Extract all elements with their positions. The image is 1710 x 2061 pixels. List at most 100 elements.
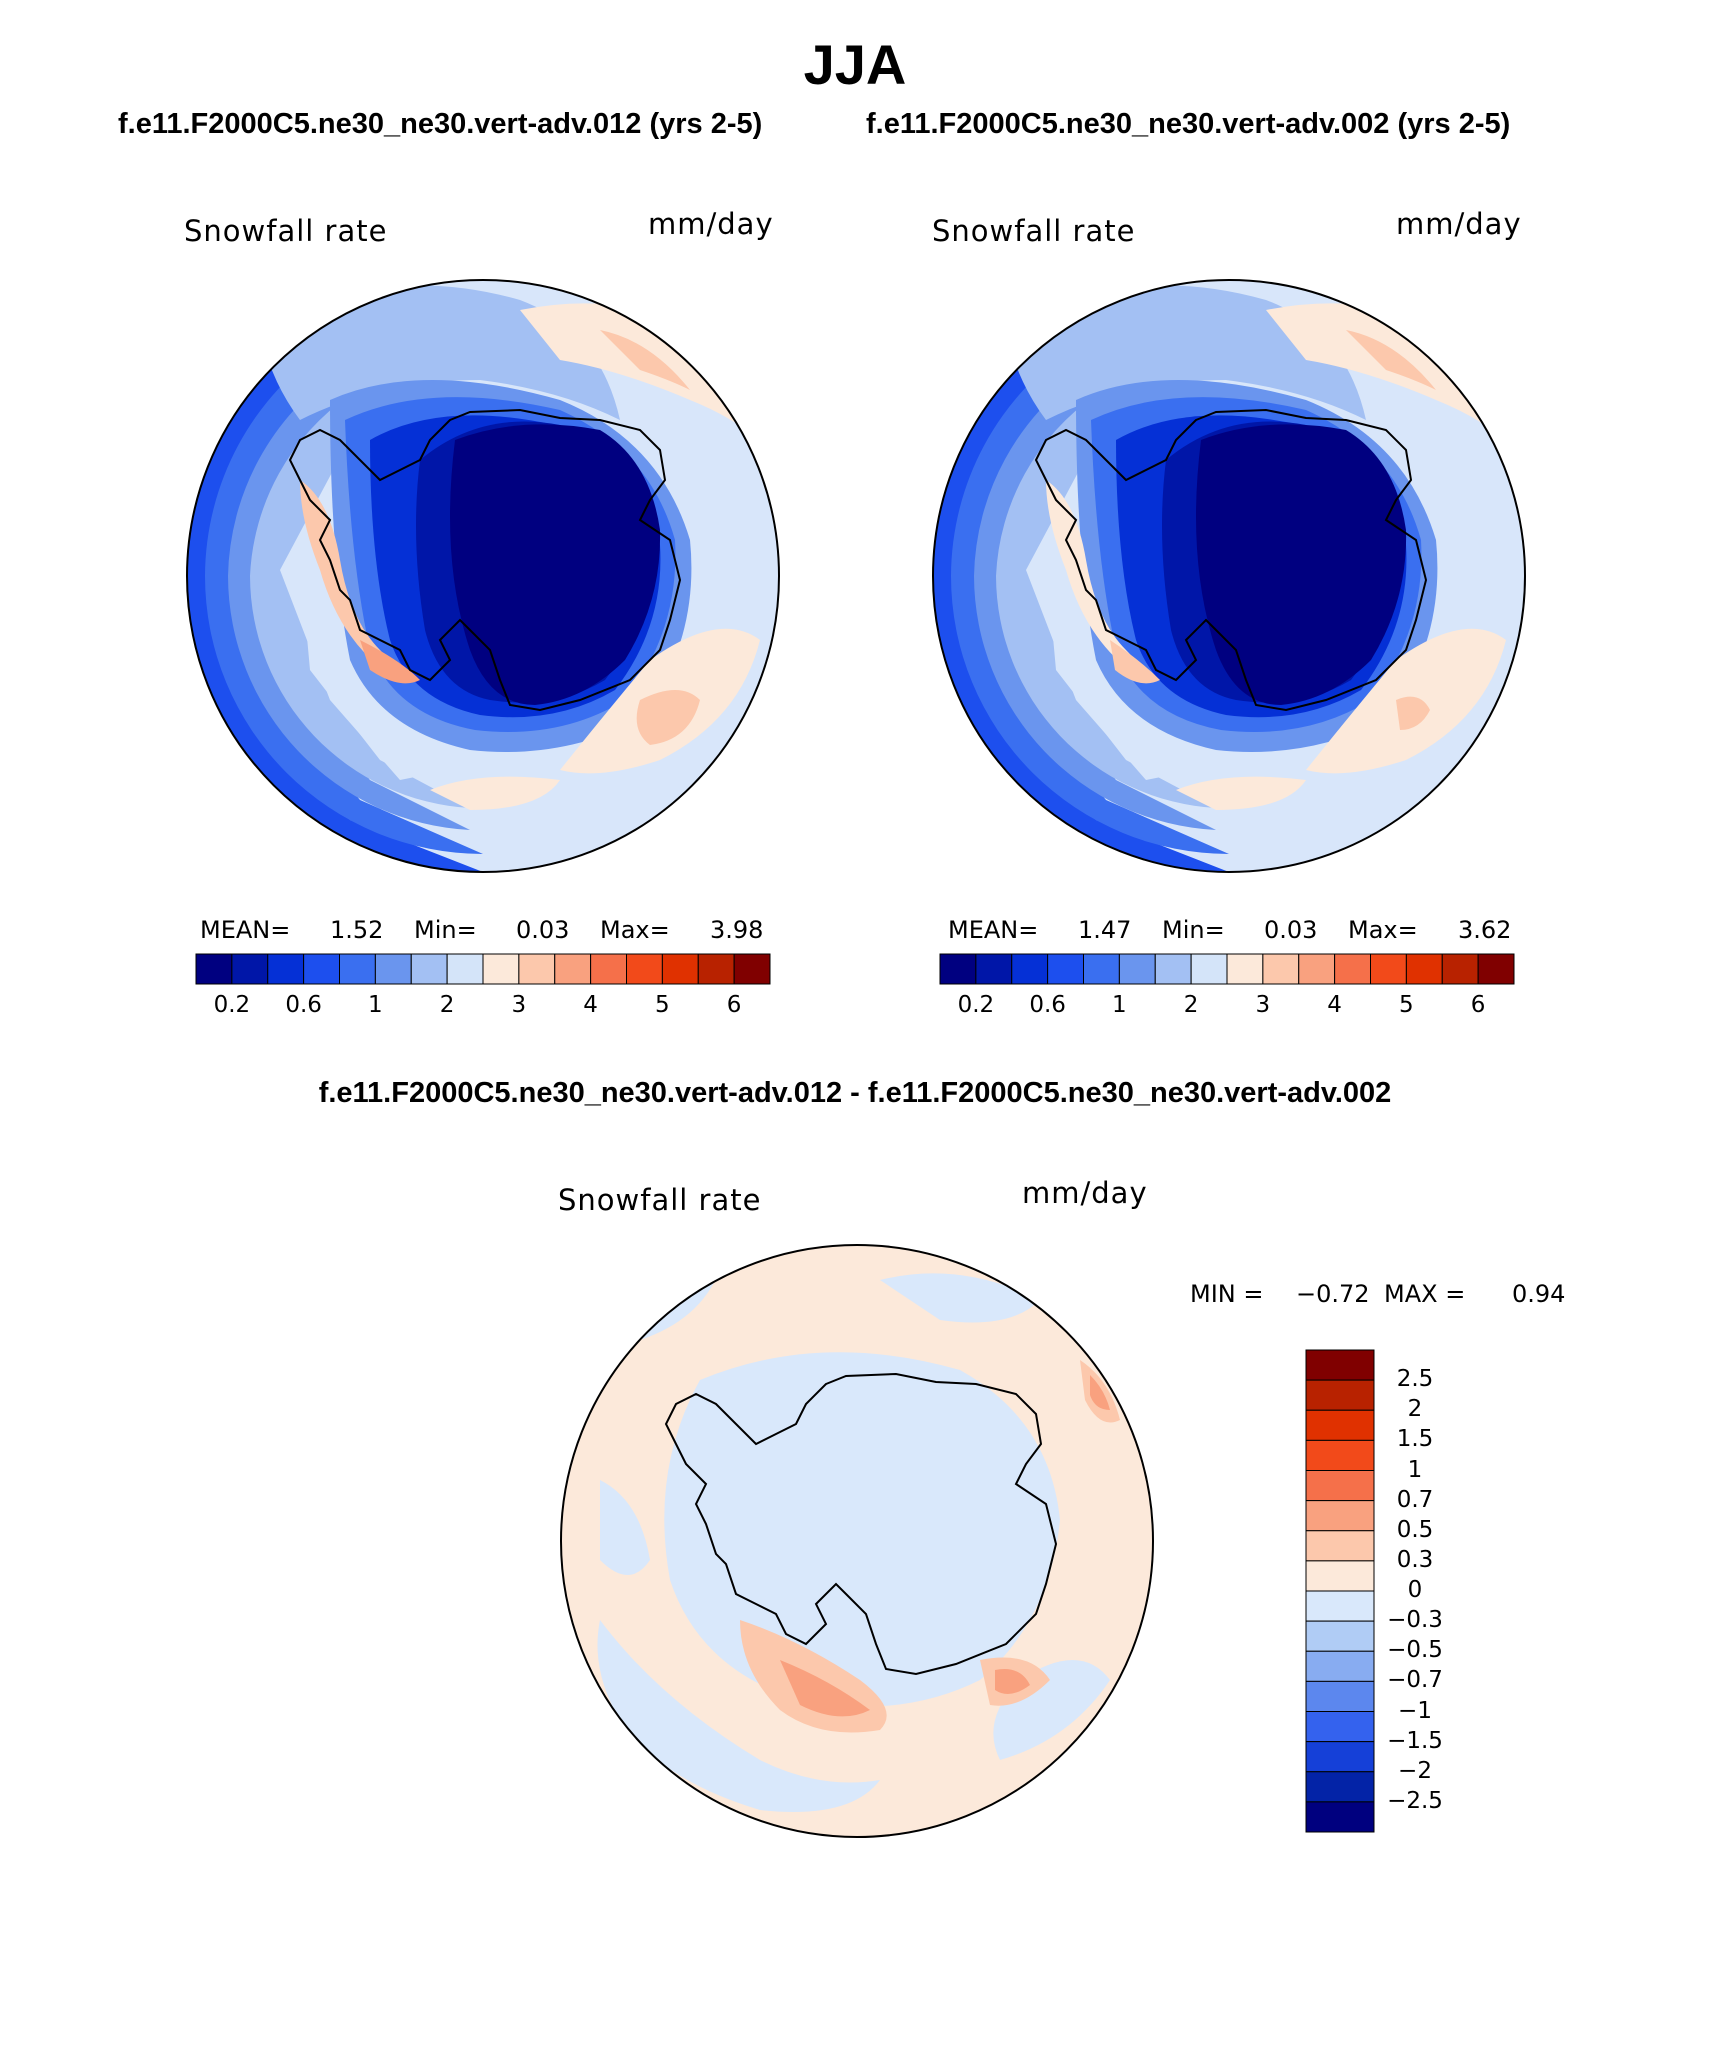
variable-label-left: Snowfall rate [184, 214, 388, 248]
max-label-left: Max= [600, 916, 670, 944]
units-label-left: mm/day [648, 207, 774, 241]
colorbar-right-tick-label: 4 [1327, 992, 1342, 1018]
colorbar-left-swatch [446, 953, 484, 985]
mean-label-left: MEAN= [200, 916, 291, 944]
colorbar-diff-swatch [1305, 1439, 1375, 1471]
diff-max-value: 0.94 [1512, 1280, 1566, 1308]
colorbar-left-swatch [339, 953, 376, 985]
colorbar-left-swatch [303, 953, 340, 985]
colorbar-diff-swatch [1305, 1801, 1375, 1833]
colorbar-diff-swatch [1305, 1530, 1375, 1562]
snowfall-map-right [932, 279, 1526, 873]
colorbar-right-tick-label: 2 [1183, 992, 1199, 1018]
colorbar-right-swatch [1118, 953, 1156, 985]
case-title-left: f.e11.F2000C5.ne30_ne30.vert-adv.012 (yr… [118, 108, 763, 140]
colorbar-diff-swatch [1305, 1771, 1375, 1803]
colorbar-right-tick-label: 1 [1112, 992, 1127, 1018]
max-label-right: Max= [1348, 916, 1418, 944]
colorbar-right-swatch [1011, 953, 1049, 985]
colorbar-left [195, 953, 771, 985]
colorbar-left-tick-label: 4 [583, 992, 598, 1018]
colorbar-diff-swatch [1305, 1379, 1375, 1411]
colorbar-right-swatch [975, 953, 1013, 985]
colorbar-right-swatch [1298, 953, 1336, 985]
colorbar-right-swatch [1047, 953, 1084, 985]
colorbar-right-tick-label: 0.2 [957, 992, 995, 1018]
min-value-left: 0.03 [516, 916, 570, 944]
colorbar-diff-swatch [1305, 1500, 1375, 1532]
colorbar-left-swatch [590, 953, 627, 985]
colorbar-diff-tick-label: 0 [1407, 1577, 1423, 1603]
colorbar-left-swatch [374, 953, 412, 985]
mean-label-right: MEAN= [948, 916, 1039, 944]
colorbar-right [939, 953, 1515, 985]
colorbar-left-tick-label: 3 [511, 992, 527, 1018]
units-label-right: mm/day [1396, 207, 1522, 241]
colorbar-right-tick-label: 0.6 [1029, 992, 1066, 1018]
min-label-right: Min= [1162, 916, 1225, 944]
colorbar-right-swatch [1441, 953, 1479, 985]
colorbar-diff-tick-label: 0.7 [1396, 1486, 1434, 1513]
colorbar-right-tick-label: 3 [1255, 992, 1271, 1018]
colorbar-left-swatch [554, 953, 592, 985]
min-value-right: 0.03 [1264, 916, 1318, 944]
colorbar-right-swatch [1405, 953, 1443, 985]
colorbar-diff-tick-label: −0.5 [1387, 1637, 1443, 1664]
colorbar-left-swatch [231, 953, 269, 985]
colorbar-right-swatch [1226, 953, 1264, 985]
variable-label-right: Snowfall rate [932, 214, 1136, 248]
colorbar-right-swatch [939, 953, 977, 985]
colorbar-left-swatch [482, 953, 520, 985]
difference-title: f.e11.F2000C5.ne30_ne30.vert-adv.012 - f… [318, 1077, 1392, 1109]
colorbar-diff-swatch [1305, 1620, 1375, 1652]
max-value-right: 3.62 [1458, 916, 1512, 944]
colorbar-left-swatch [195, 953, 233, 985]
colorbar-right-swatch [1477, 953, 1515, 985]
colorbar-diff-swatch [1305, 1711, 1375, 1743]
colorbar-diff-tick-label: −2 [1398, 1757, 1432, 1784]
colorbar-left-swatch [697, 953, 735, 985]
colorbar-diff-swatch [1305, 1680, 1375, 1712]
colorbar-right-swatch [1083, 953, 1120, 985]
colorbar-diff-tick-label: −1 [1398, 1697, 1432, 1724]
max-value-left: 3.98 [710, 916, 764, 944]
colorbar-diff-tick-label: −2.5 [1387, 1787, 1443, 1814]
colorbar-right-tick-label: 6 [1470, 992, 1486, 1018]
colorbar-diff-tick-label: 2 [1407, 1396, 1423, 1423]
units-label-diff: mm/day [1022, 1176, 1148, 1210]
colorbar-right-swatch [1262, 953, 1300, 985]
colorbar-left-tick-label: 2 [439, 992, 455, 1018]
colorbar-diff-swatch [1305, 1560, 1375, 1592]
colorbar-diff [1305, 1349, 1375, 1833]
case-title-right: f.e11.F2000C5.ne30_ne30.vert-adv.002 (yr… [866, 108, 1511, 140]
colorbar-left-swatch [518, 953, 556, 985]
colorbar-diff-tick-label: −0.3 [1387, 1607, 1443, 1634]
variable-label-diff: Snowfall rate [558, 1183, 762, 1217]
colorbar-left-tick-label: 5 [655, 992, 670, 1018]
colorbar-diff-swatch [1305, 1409, 1375, 1441]
colorbar-diff-swatch [1305, 1741, 1375, 1773]
colorbar-diff-swatch [1305, 1349, 1375, 1381]
colorbar-diff-tick-label: 1.5 [1396, 1426, 1434, 1453]
colorbar-left-tick-label: 0.6 [285, 992, 322, 1018]
colorbar-left-swatch [410, 953, 448, 985]
min-label-left: Min= [414, 916, 477, 944]
snowfall-map-left [186, 279, 780, 873]
colorbar-diff-tick-label: 1 [1407, 1456, 1423, 1483]
colorbar-right-swatch [1190, 953, 1228, 985]
colorbar-right-swatch [1154, 953, 1192, 985]
colorbar-diff-swatch [1305, 1650, 1375, 1682]
colorbar-diff-swatch [1305, 1590, 1375, 1622]
colorbar-right-swatch [1370, 953, 1407, 985]
colorbar-left-swatch [661, 953, 699, 985]
season-title: JJA [803, 33, 907, 96]
diff-min-value: −0.72 [1296, 1280, 1370, 1308]
colorbar-diff-swatch [1305, 1470, 1375, 1502]
diff-max-label: MAX = [1384, 1280, 1466, 1308]
colorbar-diff-tick-label: 0.5 [1396, 1516, 1434, 1543]
mean-value-right: 1.47 [1078, 916, 1132, 944]
colorbar-diff-tick-label: 0.3 [1396, 1546, 1434, 1573]
colorbar-right-swatch [1334, 953, 1371, 985]
colorbar-left-tick-label: 0.2 [213, 992, 251, 1018]
